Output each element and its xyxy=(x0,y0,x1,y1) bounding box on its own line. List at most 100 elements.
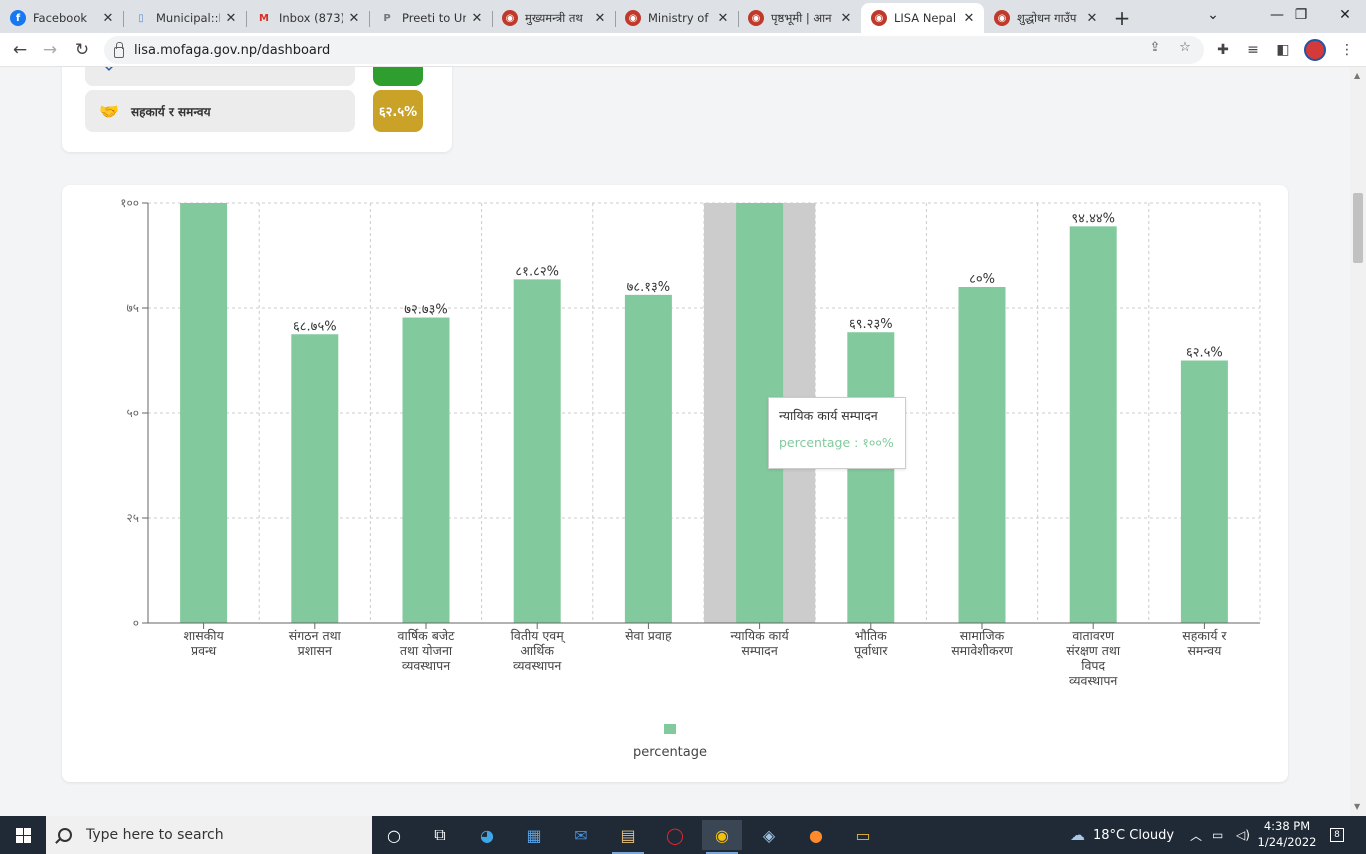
address-bar[interactable]: lisa.mofaga.gov.np/dashboard xyxy=(104,36,1204,64)
browser-tab[interactable]: ◉ पृष्ठभूमी | आन ✕ xyxy=(738,3,861,33)
y-tick-label: १०० xyxy=(120,196,139,210)
reload-icon[interactable]: ↻ xyxy=(74,40,90,60)
legend-swatch[interactable] xyxy=(664,724,676,734)
cortana-icon[interactable]: ○ xyxy=(387,825,401,845)
tab-label: Facebook xyxy=(33,11,88,25)
file-manager-icon[interactable]: ▤ xyxy=(608,820,648,854)
x-tick-label: वातावरण संरक्षण तथा विपद व्यवस्थापन xyxy=(1066,628,1121,688)
bar-data-label: ८०% xyxy=(969,272,995,287)
taskbar-search[interactable]: Type here to search xyxy=(46,816,372,854)
close-tab-icon[interactable]: ✕ xyxy=(594,10,606,26)
close-tab-icon[interactable]: ✕ xyxy=(840,10,852,26)
notes-app-icon[interactable]: ◈ xyxy=(762,825,776,845)
y-tick-label: ५० xyxy=(127,406,139,420)
chart-bar[interactable] xyxy=(513,279,561,623)
close-tab-icon[interactable]: ✕ xyxy=(717,10,729,26)
notifications-icon[interactable]: 8 xyxy=(1326,825,1348,845)
browser-tab[interactable]: ◉ LISA Nepal - ✕ xyxy=(861,3,984,33)
y-tick-label: २५ xyxy=(127,511,139,525)
menu-icon[interactable]: ⋮ xyxy=(1340,42,1354,58)
clock-time: 4:38 PM xyxy=(1263,819,1311,833)
store-icon[interactable]: ▦ xyxy=(526,825,542,845)
tab-search-icon[interactable]: ⌄ xyxy=(1207,7,1219,23)
notification-count: 8 xyxy=(1330,828,1344,842)
chart-bar[interactable] xyxy=(1180,360,1228,624)
firefox-icon[interactable]: ● xyxy=(809,825,823,845)
extensions-icon[interactable]: ✚ xyxy=(1217,42,1229,58)
nepal-emblem-icon: ◉ xyxy=(994,10,1010,26)
show-hidden-icons-icon[interactable]: ︿ xyxy=(1190,828,1203,843)
facebook-icon: f xyxy=(10,10,26,26)
bar-chart: ० २५ ५० ७५ १०० शासकीय प्रवन्ध ६८.७५% संगठन तथा प्… xyxy=(120,196,1261,760)
tooltip-value: percentage : १००% xyxy=(779,435,894,450)
minimize-icon[interactable]: — xyxy=(1270,7,1284,23)
scroll-thumb[interactable] xyxy=(1353,193,1363,263)
bar-data-label: ७८.१३% xyxy=(627,280,671,295)
scroll-up-icon[interactable]: ▲ xyxy=(1354,71,1361,80)
browser-tab[interactable]: P Preeti to Uni ✕ xyxy=(369,3,492,33)
close-tab-icon[interactable]: ✕ xyxy=(1086,10,1098,26)
nepal-emblem-icon: ◉ xyxy=(502,10,518,26)
tab-label: Inbox (873) xyxy=(279,11,343,25)
scroll-down-icon[interactable]: ▼ xyxy=(1354,802,1361,811)
opera-icon[interactable]: ◯ xyxy=(666,825,684,845)
browser-tab[interactable]: f Facebook ✕ xyxy=(0,3,123,33)
tab-label: शुद्धोधन गाउँप xyxy=(1017,10,1077,25)
chart-bar[interactable] xyxy=(402,317,450,623)
browser-tab[interactable]: ▯ Municipal::M ✕ xyxy=(123,3,246,33)
chart-tooltip: न्यायिक कार्य सम्पादन percentage : १००% xyxy=(768,397,906,469)
chrome-icon[interactable]: ◉ xyxy=(702,820,742,854)
page-scrollbar[interactable]: ▲ ▼ xyxy=(1350,67,1366,816)
volume-icon[interactable]: ◁) xyxy=(1236,828,1250,842)
share-icon[interactable]: ⇪ xyxy=(1149,39,1161,55)
chart-bar[interactable] xyxy=(958,287,1006,623)
chart-bar[interactable] xyxy=(180,203,228,623)
browser-tab[interactable]: M Inbox (873) ✕ xyxy=(246,3,369,33)
forward-icon[interactable]: → xyxy=(42,40,58,60)
file-explorer-icon[interactable]: ▭ xyxy=(855,825,871,845)
side-panel-icon[interactable]: ◧ xyxy=(1276,42,1290,58)
tab-label: Preeti to Uni xyxy=(402,11,466,25)
close-tab-icon[interactable]: ✕ xyxy=(963,10,975,26)
summary-item-label: सहकार्य र समन्वय xyxy=(131,104,211,119)
start-button[interactable] xyxy=(0,816,46,854)
browser-tab[interactable]: ◉ शुद्धोधन गाउँप ✕ xyxy=(984,3,1107,33)
close-window-icon[interactable]: ✕ xyxy=(1339,7,1351,23)
edge-icon[interactable]: ◕ xyxy=(480,825,494,845)
media-queue-icon[interactable]: ≡ xyxy=(1247,42,1259,58)
browser-toolbar: ← → ↻ lisa.mofaga.gov.np/dashboard ⇪ ☆ ✚… xyxy=(0,33,1366,67)
bar-data-label: ७२.७३% xyxy=(404,303,448,318)
bar-data-label: ८१.८२% xyxy=(515,264,559,279)
profile-avatar[interactable] xyxy=(1304,39,1326,61)
browser-tab[interactable]: ◉ Ministry of F ✕ xyxy=(615,3,738,33)
mail-icon[interactable]: ✉ xyxy=(574,825,588,845)
chart-bar[interactable] xyxy=(847,332,895,623)
lock-icon[interactable] xyxy=(114,41,124,58)
x-tick-label: भौतिक पूर्वाधार xyxy=(854,628,888,659)
system-clock[interactable]: 4:38 PM 1/24/2022 xyxy=(1252,818,1322,850)
tab-label: पृष्ठभूमी | आन xyxy=(771,10,832,25)
weather-widget[interactable]: ☁ 18°C Cloudy xyxy=(1070,816,1174,854)
taskbar-search-placeholder: Type here to search xyxy=(86,827,224,843)
windows-taskbar: Type here to search ○ ⧉ ◕ ▦ ✉ ▤ ◯ ◉ ◈ ● … xyxy=(0,816,1366,854)
close-tab-icon[interactable]: ✕ xyxy=(471,10,483,26)
browser-tab[interactable]: ◉ मुख्यमन्त्री तथ ✕ xyxy=(492,3,615,33)
chart-bar[interactable] xyxy=(624,294,672,623)
close-tab-icon[interactable]: ✕ xyxy=(102,10,114,26)
document-icon: ▯ xyxy=(138,12,144,24)
chart-bar[interactable] xyxy=(1069,226,1117,624)
chart-bar[interactable] xyxy=(291,334,339,623)
summary-card: ⛉ 🤝 सहकार्य र समन्वय ६२.५% xyxy=(62,67,452,152)
network-icon[interactable]: ▭ xyxy=(1212,828,1224,842)
close-tab-icon[interactable]: ✕ xyxy=(348,10,360,26)
bookmark-star-icon[interactable]: ☆ xyxy=(1179,39,1191,55)
restore-icon[interactable]: ❐ xyxy=(1294,7,1308,23)
back-icon[interactable]: ← xyxy=(12,40,28,60)
new-tab-button[interactable]: + xyxy=(1113,6,1131,30)
task-view-icon[interactable]: ⧉ xyxy=(434,825,446,844)
x-tick-label: सेवा प्रवाह xyxy=(625,628,672,643)
legend-label[interactable]: percentage xyxy=(633,745,707,760)
windows-logo-icon xyxy=(15,827,31,843)
x-tick-label: न्यायिक कार्य सम्पादन xyxy=(730,628,789,658)
close-tab-icon[interactable]: ✕ xyxy=(225,10,237,26)
